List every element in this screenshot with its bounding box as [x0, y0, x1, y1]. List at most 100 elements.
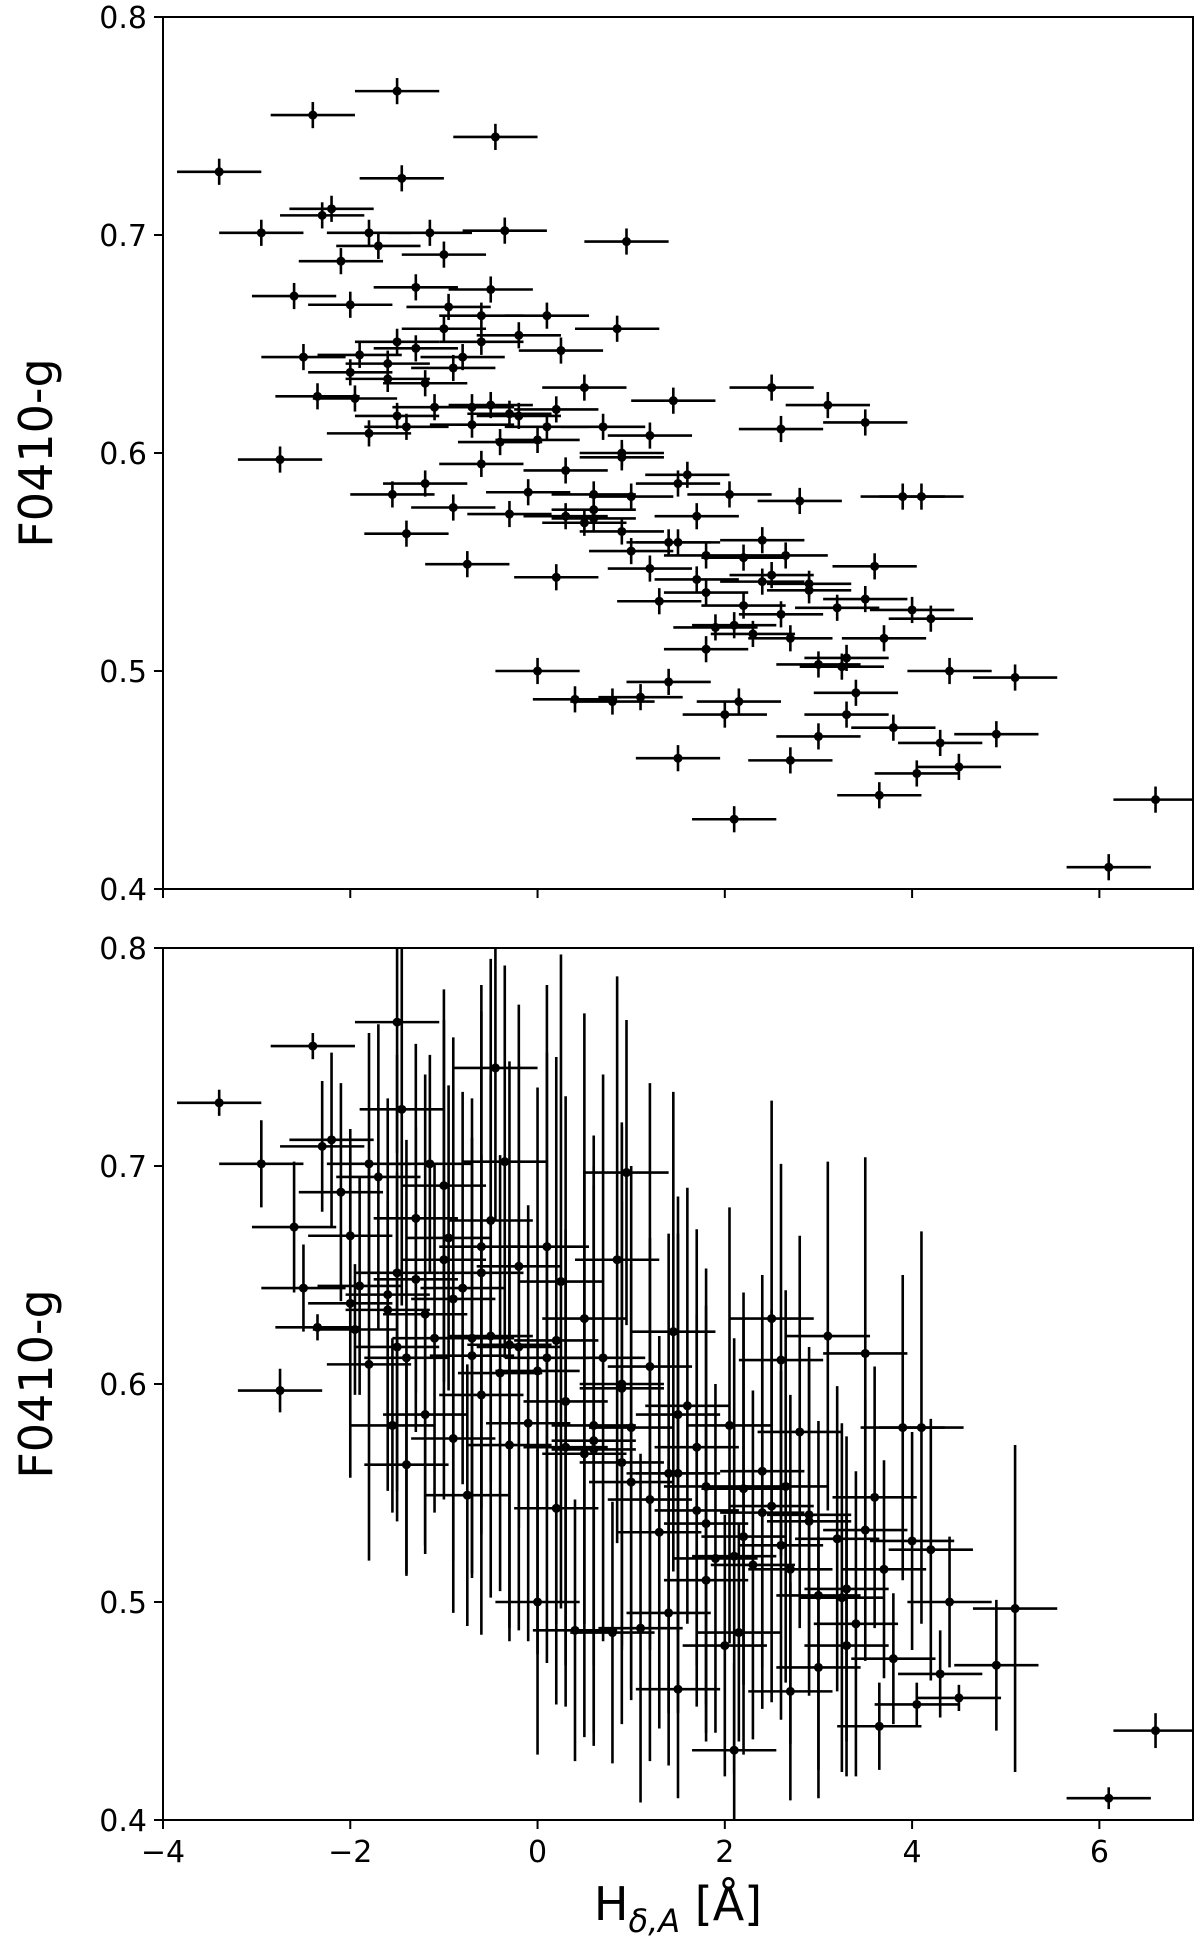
data-marker [804, 1516, 814, 1526]
data-point [359, 165, 444, 192]
data-marker [617, 1383, 627, 1393]
data-point [1066, 1787, 1151, 1810]
data-point [954, 1599, 1039, 1731]
data-point [237, 1368, 323, 1413]
data-marker [598, 422, 608, 432]
data-point [251, 1161, 337, 1293]
data-marker [327, 204, 337, 214]
data-marker [411, 1213, 421, 1223]
data-point [879, 1231, 964, 1624]
data-marker [720, 710, 730, 720]
data-point [439, 302, 524, 329]
data-point [916, 753, 1002, 780]
data-marker [444, 1233, 454, 1243]
data-point [654, 503, 739, 530]
data-marker [401, 529, 411, 539]
data-point [837, 782, 922, 809]
data-point [406, 1085, 491, 1391]
data-point [312, 385, 398, 412]
data-point [439, 1011, 524, 1535]
data-point [617, 588, 702, 615]
data-point [373, 335, 458, 362]
data-marker [776, 424, 786, 434]
data-point [350, 1338, 435, 1513]
data-marker [336, 256, 346, 266]
data-point [776, 723, 861, 750]
data-marker [776, 1540, 786, 1550]
data-marker [364, 228, 374, 238]
data-point [411, 494, 496, 521]
data-marker [308, 110, 318, 120]
data-marker [795, 1427, 805, 1437]
data-marker [757, 577, 767, 587]
y-tick-label: 0.7 [99, 1150, 147, 1185]
data-point [701, 544, 786, 571]
data-marker [673, 1410, 683, 1420]
data-marker [767, 570, 777, 580]
data-marker [214, 1098, 224, 1108]
data-marker [823, 1331, 833, 1341]
data-point [575, 976, 660, 1544]
data-point [598, 684, 683, 711]
data-point [738, 415, 824, 443]
data-point [364, 413, 449, 440]
data-marker [748, 629, 758, 639]
data-point [532, 686, 618, 713]
data-marker [551, 572, 561, 582]
data-marker [345, 300, 355, 310]
x-tick-label: 4 [903, 1835, 922, 1870]
data-marker [439, 1255, 449, 1265]
data-point [425, 1364, 510, 1626]
data-marker [916, 492, 926, 502]
data-marker [888, 1654, 898, 1664]
data-marker [813, 731, 823, 741]
data-point [518, 337, 604, 364]
data-point [280, 202, 365, 229]
data-point [837, 1682, 922, 1770]
data-marker [458, 1283, 468, 1293]
data-marker [776, 1355, 786, 1365]
data-marker [781, 1481, 791, 1491]
data-point [387, 219, 472, 246]
data-point [364, 520, 449, 547]
data-marker [355, 350, 365, 360]
data-marker [327, 1135, 337, 1145]
data-marker [392, 337, 402, 347]
data-point [261, 1244, 346, 1332]
data-marker [870, 561, 880, 571]
data-point [813, 679, 899, 706]
data-point [776, 1421, 861, 1770]
data-marker [373, 241, 383, 251]
data-marker [860, 594, 870, 604]
bottom-panel: 0.4 0.5 0.6 0.7 0.8 −4 −2 0 2 4 6 F0410-g Hδ,A [Å] [9, 932, 1194, 1940]
data-marker [1010, 1604, 1020, 1614]
data-marker [725, 489, 734, 499]
data-point [518, 954, 604, 1609]
data-marker [467, 420, 477, 430]
data-point [298, 1083, 384, 1302]
data-point [589, 483, 674, 510]
data-point [298, 248, 384, 275]
data-point [584, 1019, 669, 1326]
data-point [401, 1019, 487, 1500]
data-marker [692, 574, 702, 584]
data-point [383, 470, 468, 497]
data-marker [500, 226, 510, 236]
data-marker [851, 688, 861, 698]
bottom-data-marks [177, 948, 1193, 1820]
data-marker [458, 352, 468, 362]
data-marker [851, 1619, 861, 1629]
data-marker [1151, 795, 1161, 805]
data-marker [411, 343, 421, 353]
data-marker [907, 605, 917, 615]
data-marker [734, 697, 744, 707]
data-point [373, 1043, 458, 1393]
data-point [429, 394, 515, 421]
data-marker [664, 1468, 674, 1478]
data-marker [607, 697, 617, 707]
data-point [350, 481, 435, 508]
data-point [748, 625, 833, 652]
data-point [626, 1233, 711, 1714]
data-point [575, 315, 660, 342]
data-marker [313, 1322, 322, 1332]
